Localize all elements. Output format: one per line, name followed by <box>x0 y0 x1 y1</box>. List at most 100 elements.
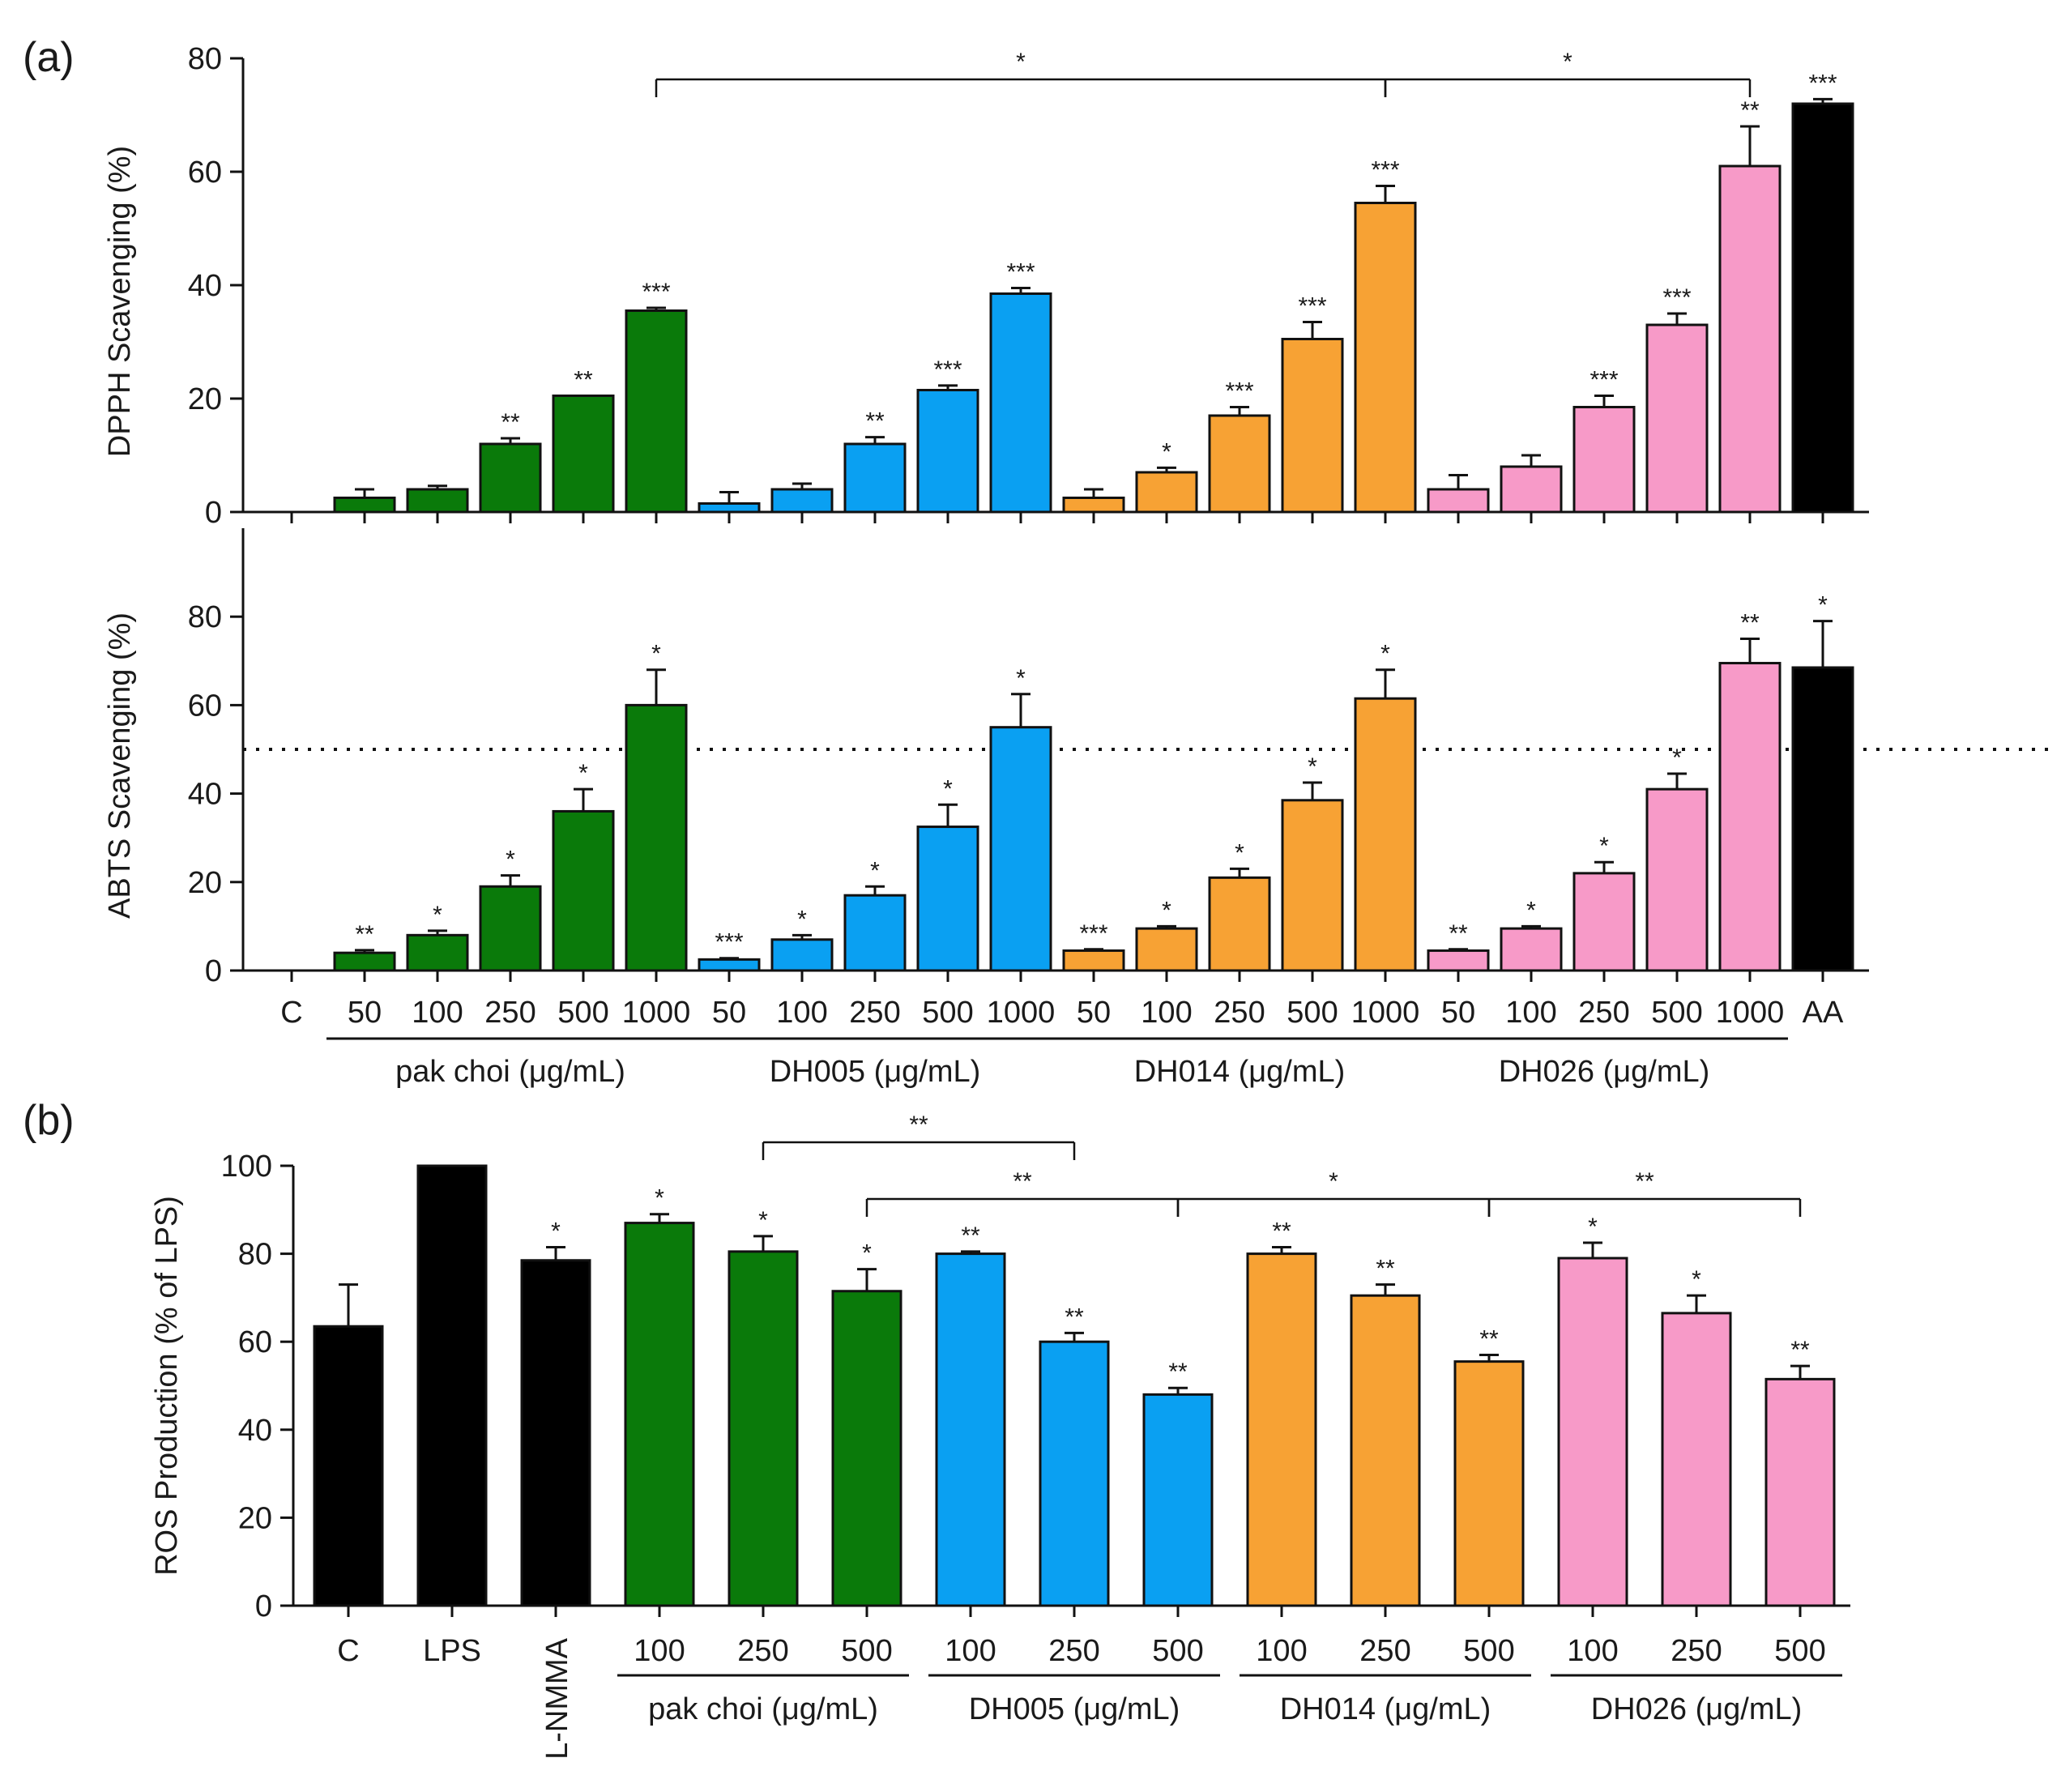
abts-bar <box>1791 666 1854 972</box>
dpph-significance-label: *** <box>1225 378 1253 405</box>
dpph-bar <box>916 389 979 514</box>
ros-y-tick-label: 40 <box>238 1414 272 1448</box>
ros-bar <box>1350 1294 1421 1607</box>
abts-bar <box>1500 927 1563 972</box>
ros-bar <box>1039 1340 1110 1607</box>
abts-significance-label: ** <box>1449 920 1468 947</box>
ros-y-tick-label: 80 <box>238 1238 272 1272</box>
abts-bar <box>552 809 615 972</box>
dpph-bracket-label: * <box>1016 49 1026 75</box>
abts-bar <box>698 958 761 972</box>
ros-category-label: 250 <box>1671 1634 1722 1668</box>
ros-category-label: 100 <box>945 1634 996 1668</box>
abts-bar <box>843 894 907 972</box>
dpph-bar <box>625 309 688 514</box>
abts-category-label: 500 <box>557 996 608 1030</box>
abts-bar <box>770 938 834 972</box>
abts-bar <box>1354 697 1417 972</box>
ros-significance-label: * <box>862 1240 872 1267</box>
abts-significance-label: * <box>797 906 807 932</box>
abts-bar <box>916 826 979 972</box>
abts-category-label: 50 <box>348 996 382 1030</box>
ros-bar <box>1453 1360 1525 1607</box>
abts-y-tick-label: 80 <box>188 600 222 634</box>
abts-bar <box>1427 949 1490 972</box>
ros-y-axis-title: ROS Production (% of LPS) <box>150 1196 184 1576</box>
dpph-bar <box>843 442 907 514</box>
abts-category-label: AA <box>1803 996 1844 1030</box>
abts-bar <box>1135 927 1198 972</box>
abts-category-label: 50 <box>1077 996 1111 1030</box>
dpph-bar <box>1281 338 1344 514</box>
abts-significance-label: * <box>433 902 442 928</box>
ros-bar <box>1246 1252 1317 1607</box>
dpph-y-axis-title: DPPH Scavenging (%) <box>103 146 137 457</box>
dpph-significance-label: * <box>1162 438 1171 465</box>
panel-label-a: (a) <box>23 34 75 81</box>
dpph-bar <box>1354 202 1417 514</box>
abts-category-label: 250 <box>1578 996 1629 1030</box>
dpph-significance-label: *** <box>1371 157 1399 184</box>
ros-category-label: L-NMMA <box>540 1637 574 1760</box>
abts-y-tick-label: 40 <box>188 778 222 812</box>
dpph-bar <box>1718 164 1782 514</box>
ros-bar <box>416 1164 488 1607</box>
abts-significance-label: * <box>1672 745 1682 771</box>
ros-significance-label: ** <box>1168 1359 1188 1385</box>
ros-y-tick-label: 20 <box>238 1501 272 1535</box>
dpph-y-tick-label: 80 <box>188 42 222 76</box>
dpph-bar <box>479 442 542 514</box>
ros-group-label: DH014 (μg/mL) <box>1280 1692 1491 1726</box>
abts-significance-label: * <box>1526 897 1536 924</box>
panel-label-b: (b) <box>23 1097 75 1144</box>
dpph-bar <box>698 502 761 514</box>
abts-bar <box>625 703 688 972</box>
ros-category-label: 100 <box>634 1634 685 1668</box>
abts-y-tick-label: 60 <box>188 689 222 723</box>
ros-category-label: 100 <box>1256 1634 1307 1668</box>
abts-y-tick-label: 20 <box>188 866 222 900</box>
abts-significance-label: * <box>506 847 515 873</box>
abts-significance-label: *** <box>1079 920 1107 947</box>
abts-significance-label: * <box>1162 897 1171 924</box>
abts-category-label: 100 <box>776 996 827 1030</box>
abts-significance-label: * <box>1308 753 1317 780</box>
ros-category-label: 100 <box>1567 1634 1618 1668</box>
ros-bar <box>728 1250 799 1607</box>
dpph-significance-label: *** <box>1298 293 1326 320</box>
ros-significance-label: ** <box>1065 1303 1084 1330</box>
dpph-significance-label: ** <box>865 408 885 435</box>
abts-category-label: 250 <box>849 996 900 1030</box>
ros-bracket-label: * <box>1329 1168 1338 1195</box>
abts-category-label: 500 <box>922 996 973 1030</box>
ros-significance-label: ** <box>961 1222 980 1249</box>
ros-category-label: 500 <box>1152 1634 1203 1668</box>
abts-category-label: 250 <box>484 996 536 1030</box>
dpph-bar <box>552 395 615 514</box>
abts-category-label: 1000 <box>987 996 1056 1030</box>
abts-category-label: 50 <box>1441 996 1475 1030</box>
abts-category-label: 500 <box>1651 996 1702 1030</box>
ros-bar <box>520 1259 591 1607</box>
abts-bar <box>333 951 396 972</box>
ros-significance-label: * <box>758 1207 768 1234</box>
ros-group-label: DH005 (μg/mL) <box>969 1692 1180 1726</box>
abts-significance-label: * <box>1818 592 1828 619</box>
ros-significance-label: * <box>1588 1214 1598 1240</box>
dpph-bar <box>1427 488 1490 514</box>
ros-bracket-label: ** <box>909 1111 928 1138</box>
abts-significance-label: * <box>943 775 953 802</box>
ros-bar <box>1142 1393 1214 1607</box>
dpph-bar <box>1500 465 1563 514</box>
ros-category-label: C <box>337 1634 359 1668</box>
abts-significance-label: * <box>651 641 661 668</box>
ros-bar <box>935 1252 1006 1607</box>
ros-significance-label: * <box>655 1185 664 1212</box>
ros-category-label: 250 <box>737 1634 788 1668</box>
ros-bracket-label: ** <box>1013 1168 1032 1195</box>
ros-chart: 0 20 40 60 80 100 ROS Production (% of LPS) C LP… <box>150 1111 1850 1760</box>
dpph-bar <box>989 292 1052 514</box>
ros-bar <box>1661 1312 1732 1607</box>
abts-y-tick-label: 0 <box>205 954 222 988</box>
